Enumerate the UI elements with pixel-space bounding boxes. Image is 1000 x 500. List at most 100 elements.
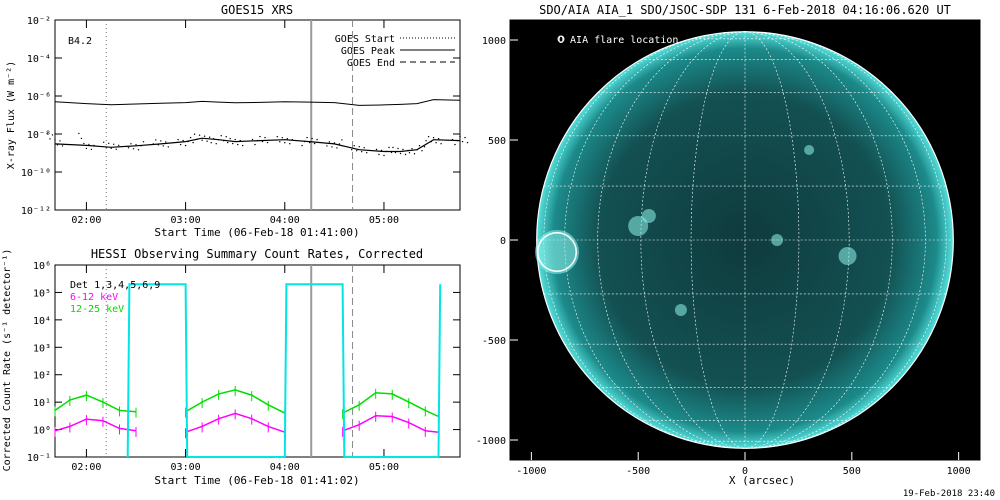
- longitude-line: [744, 31, 926, 449]
- goes-noise-point: [459, 135, 461, 138]
- goes-noise-point: [177, 138, 179, 141]
- aia-xtick-label: 1000: [947, 466, 971, 477]
- goes-noise-point: [392, 146, 394, 149]
- hessi-ytick-label: 10⁻¹: [27, 453, 51, 464]
- goes-ylabel: X-ray Flux (W m⁻²): [6, 61, 17, 169]
- goes-noise-point: [155, 139, 157, 141]
- goes-noise-point: [137, 149, 140, 151]
- aia-ytick-label: -1000: [476, 436, 506, 447]
- goes-noise-point: [132, 148, 135, 150]
- goes-noise-point: [336, 147, 338, 149]
- goes-xtick-label: 02:00: [71, 215, 101, 226]
- goes-noise-point: [390, 151, 393, 154]
- goes-noise-point: [430, 141, 432, 143]
- goes-noise-point: [54, 139, 56, 141]
- goes-noise-point: [59, 140, 61, 142]
- goes-noise-point: [411, 148, 413, 150]
- goes-noise-point: [425, 140, 427, 142]
- goes-noise-point: [215, 143, 217, 145]
- goes-noise-point: [380, 149, 383, 152]
- goes-noise-point: [435, 142, 437, 144]
- longitude-line: [597, 31, 746, 449]
- goes-noise-point: [378, 153, 380, 156]
- goes-noise-point: [404, 153, 407, 156]
- goes-noise-point: [402, 148, 404, 151]
- goes-xlabel: Start Time (06-Feb-18 01:41:00): [154, 226, 359, 239]
- goes-series-1: [54, 137, 461, 153]
- legend-goes-start: GOES Start: [335, 34, 395, 45]
- goes-noise-point: [361, 151, 363, 153]
- goes-noise-point: [385, 150, 388, 153]
- hessi-series-2: [342, 392, 439, 418]
- goes-noise-point: [326, 145, 328, 147]
- goes-noise-point: [242, 144, 244, 147]
- goes-noise-point: [203, 135, 206, 137]
- hessi-xlabel: Start Time (06-Feb-18 01:41:02): [154, 474, 359, 487]
- longitude-line: [744, 31, 947, 449]
- aia-ytick-label: -500: [482, 336, 506, 347]
- legend-12-25: 12-25 keV: [70, 304, 124, 315]
- active-region: [838, 247, 857, 265]
- goes-noise-point: [56, 144, 59, 146]
- hessi-ytick-label: 10²: [33, 371, 51, 382]
- goes-noise-point: [239, 139, 241, 142]
- goes-ytick-label: 10⁻⁴: [27, 54, 51, 65]
- goes-xtick-label: 03:00: [171, 215, 201, 226]
- goes-noise-point: [83, 142, 85, 145]
- legend-det: Det 1,3,4,5,6,9: [70, 280, 160, 291]
- goes-noise-point: [289, 143, 291, 145]
- goes-noise-point: [232, 142, 234, 145]
- aia-ytick-label: 500: [488, 136, 506, 147]
- goes-noise-point: [115, 148, 117, 150]
- active-region: [674, 304, 687, 316]
- goes-noise-point: [284, 142, 286, 144]
- goes-noise-point: [225, 136, 227, 138]
- goes-noise-point: [49, 138, 51, 140]
- active-region: [804, 145, 815, 155]
- hessi-ytick-label: 10⁶: [33, 261, 51, 272]
- goes-noise-point: [356, 150, 358, 152]
- goes-noise-point: [454, 143, 456, 146]
- active-region: [628, 216, 649, 236]
- goes-noise-point: [108, 142, 110, 144]
- goes-noise-point: [110, 147, 112, 149]
- aia-ytick-label: 0: [500, 236, 506, 247]
- goes-noise-point: [261, 140, 264, 143]
- goes-xtick-label: 04:00: [270, 215, 300, 226]
- aia-legend: O AIA flare location: [558, 35, 678, 46]
- goes-noise-point: [160, 140, 162, 142]
- goes-noise-point: [78, 132, 80, 135]
- goes-noise-point: [375, 148, 378, 151]
- aia-legend-symbol: [557, 35, 565, 43]
- goes-noise-point: [413, 153, 416, 155]
- goes-noise-point: [266, 141, 269, 144]
- goes-noise-point: [259, 135, 261, 138]
- goes-noise-point: [388, 146, 390, 149]
- hessi-series-group: [54, 283, 442, 458]
- aia-title: SDO/AIA AIA_1 SDO/JSOC-SDP 131 6-Feb-201…: [539, 3, 951, 17]
- goes-noise-point: [130, 143, 132, 145]
- aia-xtick-label: 500: [843, 466, 861, 477]
- goes-legend: GOES Start GOES Peak GOES End: [335, 34, 455, 69]
- heliographic-grid: [536, 31, 954, 449]
- hessi-ytick-label: 10¹: [33, 398, 51, 409]
- goes-noise-point: [333, 142, 336, 144]
- goes-noise-point: [338, 143, 341, 145]
- active-region: [641, 209, 656, 223]
- goes-noise-point: [279, 141, 281, 143]
- hessi-y-axis: 10⁻¹ 10⁰ 10¹ 10² 10³ 10⁴ 10⁵ 10⁶: [27, 261, 460, 464]
- active-regions: [535, 145, 857, 316]
- hessi-ytick-label: 10⁴: [33, 316, 51, 327]
- hessi-series-2: [185, 389, 286, 414]
- goes-noise-point: [179, 143, 182, 146]
- hessi-event-markers: [105, 265, 354, 457]
- goes-ytick-label: 10⁻²: [27, 16, 51, 27]
- goes-noise-point: [427, 136, 430, 138]
- goes-noise-point: [464, 136, 466, 139]
- goes-noise-point: [46, 133, 49, 135]
- goes-noise-point: [210, 142, 212, 144]
- goes-noise-point: [152, 143, 154, 145]
- goes-noise-point: [157, 144, 159, 146]
- goes-noise-point: [127, 147, 130, 149]
